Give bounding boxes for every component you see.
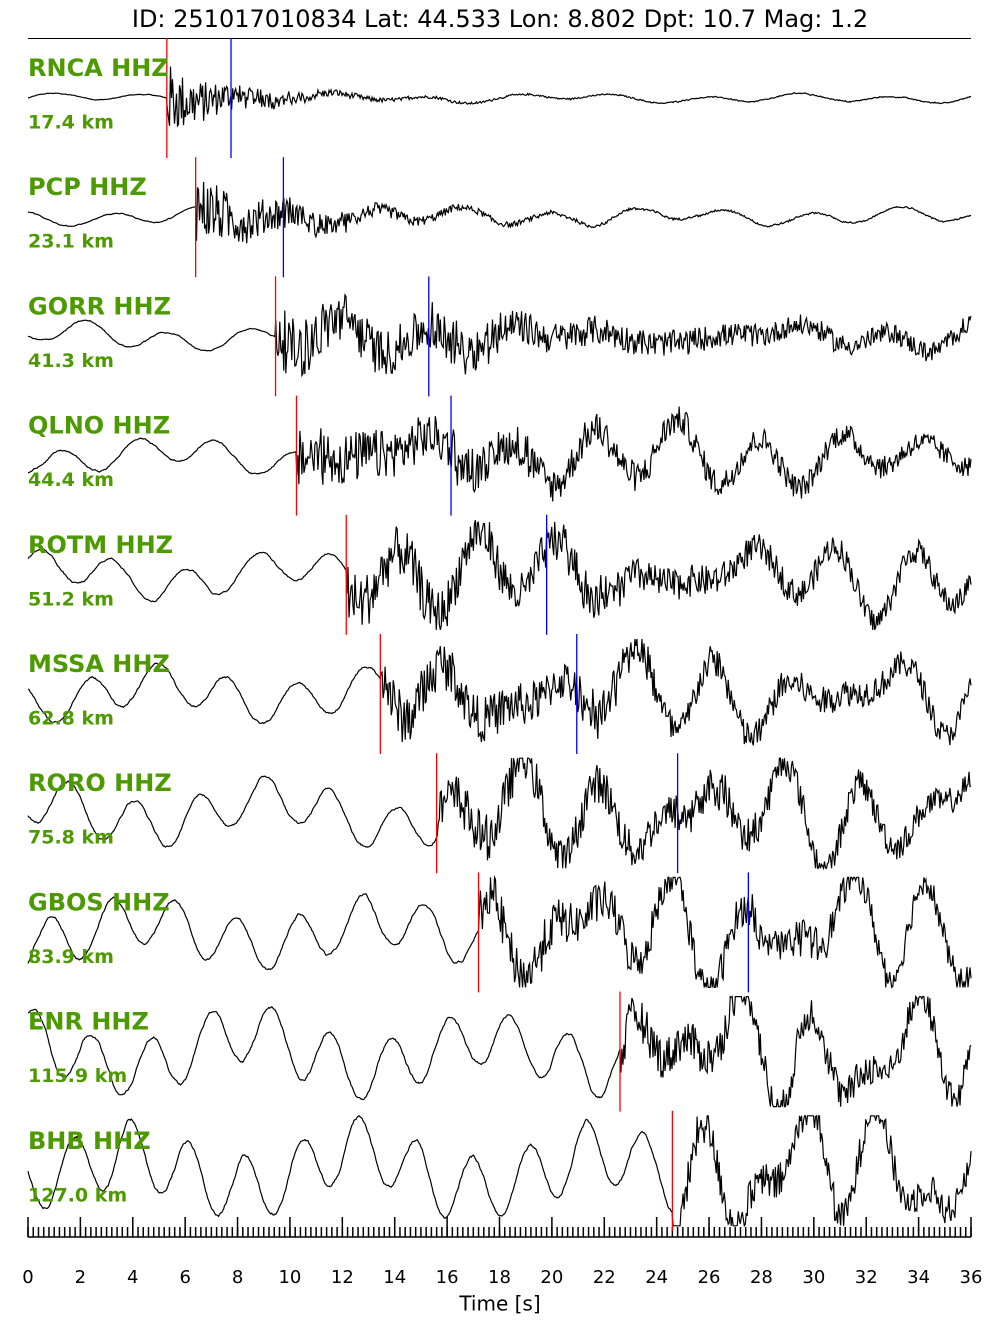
station-label: ROTM HHZ [28, 531, 173, 559]
x-tick-label: 20 [540, 1267, 563, 1288]
waveform [27, 875, 972, 989]
x-tick-label: 34 [907, 1267, 930, 1288]
x-tick-label: 6 [179, 1267, 190, 1288]
distance-label: 23.1 km [28, 231, 114, 253]
station-label: MSSA HHZ [28, 650, 170, 678]
station-label: QLNO HHZ [28, 412, 170, 440]
station-label: PCP HHZ [28, 173, 147, 201]
waveform [28, 406, 972, 502]
waveform [27, 995, 972, 1108]
waveform [27, 757, 972, 871]
x-tick-label: 22 [593, 1267, 616, 1288]
station-label: GBOS HHZ [28, 888, 170, 916]
station-label: GORR HHZ [28, 292, 171, 320]
x-tick-label: 0 [22, 1267, 33, 1288]
distance-label: 51.2 km [28, 588, 114, 610]
distance-label: 44.4 km [28, 469, 114, 491]
waveform [27, 638, 972, 746]
station-label: BHB HHZ [28, 1127, 151, 1155]
x-tick-label: 14 [383, 1267, 406, 1288]
distance-label: 83.9 km [28, 946, 114, 968]
x-tick-label: 18 [488, 1267, 511, 1288]
distance-label: 17.4 km [28, 112, 114, 134]
waveform [27, 1114, 972, 1228]
x-tick-label: 24 [645, 1267, 668, 1288]
x-tick-label: 12 [331, 1267, 354, 1288]
distance-label: 115.9 km [28, 1065, 127, 1087]
distance-label: 75.8 km [28, 827, 114, 849]
x-axis-label: Time [s] [458, 1292, 540, 1316]
x-tick-label: 36 [960, 1267, 983, 1288]
distance-label: 62.8 km [28, 708, 114, 730]
waveform [27, 66, 972, 128]
station-label: ENR HHZ [28, 1008, 149, 1036]
x-tick-label: 8 [232, 1267, 243, 1288]
station-label: RNCA HHZ [28, 54, 169, 82]
x-tick-label: 32 [855, 1267, 878, 1288]
x-tick-label: 30 [802, 1267, 825, 1288]
station-label: RORO HHZ [28, 769, 172, 797]
x-tick-label: 10 [278, 1267, 301, 1288]
x-tick-label: 4 [127, 1267, 138, 1288]
waveform [27, 293, 972, 378]
x-tick-label: 2 [75, 1267, 86, 1288]
waveform [27, 181, 972, 244]
x-tick-label: 28 [750, 1267, 773, 1288]
waveform [27, 520, 972, 631]
chart-title: ID: 251017010834 Lat: 44.533 Lon: 8.802 … [132, 5, 868, 33]
x-tick-label: 16 [436, 1267, 459, 1288]
distance-label: 127.0 km [28, 1184, 127, 1206]
distance-label: 41.3 km [28, 350, 114, 372]
x-tick-label: 26 [698, 1267, 721, 1288]
